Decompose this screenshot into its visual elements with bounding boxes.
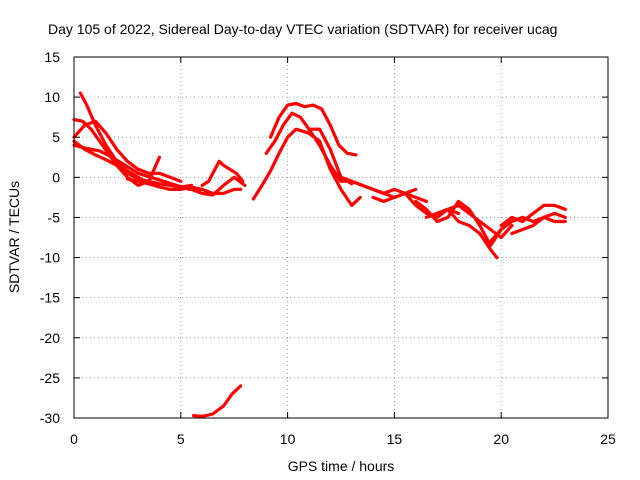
x-tick-label: 5 [177, 431, 185, 447]
series-arc-14 [328, 167, 418, 195]
y-tick-label: -15 [40, 290, 60, 306]
y-tick-label: 10 [44, 89, 60, 105]
y-tick-label: 0 [52, 169, 60, 185]
series-arc-3 [72, 119, 183, 183]
series-arc-16 [414, 199, 503, 248]
x-tick-label: 20 [493, 431, 509, 447]
series-arc-7 [200, 159, 245, 187]
series-arc-9 [192, 384, 243, 418]
x-axis-label: GPS time / hours [288, 458, 395, 474]
series-arc-20 [499, 203, 567, 228]
x-tick-labels: 0 5 10 15 20 25 [70, 431, 616, 447]
series-arc-4 [72, 139, 194, 189]
data-series [72, 91, 567, 418]
y-tick-label: -5 [48, 209, 61, 225]
series-arc-18 [435, 203, 514, 240]
series-arc-5 [72, 143, 204, 191]
series-arc-8 [189, 175, 247, 197]
chart-title: Day 105 of 2022, Sidereal Day-to-day VTE… [48, 21, 557, 37]
y-tick-labels: 15 10 5 0 -5 -10 -15 -20 -25 -30 [40, 49, 60, 426]
x-tick-label: 10 [280, 431, 296, 447]
y-tick-label: -30 [40, 410, 60, 426]
axis-ticks [73, 56, 609, 419]
y-tick-label: -20 [40, 330, 60, 346]
x-tick-label: 15 [387, 431, 403, 447]
y-tick-label: 5 [52, 129, 60, 145]
y-tick-label: 15 [44, 49, 60, 65]
series-arc-10 [251, 127, 362, 207]
series-arc-6 [125, 177, 243, 195]
y-axis-label: SDTVAR / TECUs [6, 181, 22, 293]
y-tick-label: -10 [40, 250, 60, 266]
x-tick-label: 0 [70, 431, 78, 447]
series-arc-21 [510, 211, 567, 236]
plot-frame [73, 56, 609, 419]
series-arc-12 [268, 101, 358, 157]
series-arc-11 [264, 111, 354, 186]
x-tick-label: 25 [600, 431, 616, 447]
grid-lines [74, 57, 608, 418]
y-tick-label: -25 [40, 370, 60, 386]
